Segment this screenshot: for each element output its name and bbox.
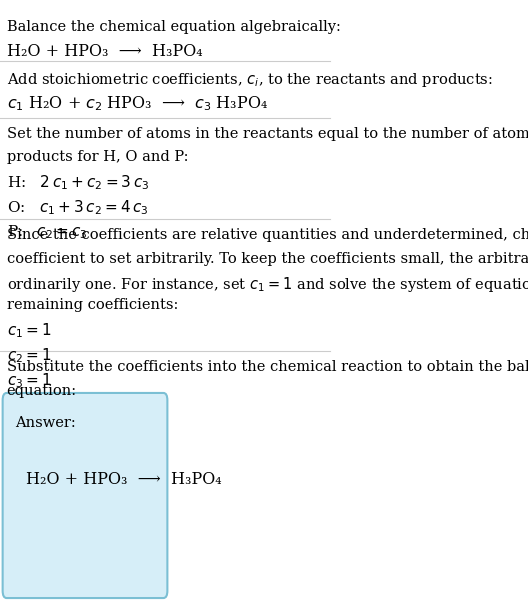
Text: Add stoichiometric coefficients, $c_i$, to the reactants and products:: Add stoichiometric coefficients, $c_i$, … (7, 71, 493, 88)
Text: Balance the chemical equation algebraically:: Balance the chemical equation algebraica… (7, 20, 341, 34)
Text: remaining coefficients:: remaining coefficients: (7, 298, 178, 313)
Text: products for H, O and P:: products for H, O and P: (7, 150, 188, 165)
Text: $c_1 = 1$: $c_1 = 1$ (7, 322, 51, 340)
Text: O:   $c_1 + 3\,c_2 = 4\,c_3$: O: $c_1 + 3\,c_2 = 4\,c_3$ (7, 198, 148, 217)
Text: $c_1$ H₂O + $c_2$ HPO₃  ⟶  $c_3$ H₃PO₄: $c_1$ H₂O + $c_2$ HPO₃ ⟶ $c_3$ H₃PO₄ (7, 94, 268, 112)
Text: Answer:: Answer: (15, 416, 76, 430)
Text: H₂O + HPO₃  ⟶  H₃PO₄: H₂O + HPO₃ ⟶ H₃PO₄ (7, 43, 202, 60)
Text: equation:: equation: (7, 384, 77, 398)
FancyBboxPatch shape (3, 393, 167, 598)
Text: coefficient to set arbitrarily. To keep the coefficients small, the arbitrary va: coefficient to set arbitrarily. To keep … (7, 252, 528, 266)
Text: Since the coefficients are relative quantities and underdetermined, choose a: Since the coefficients are relative quan… (7, 228, 528, 243)
Text: $c_2 = 1$: $c_2 = 1$ (7, 346, 51, 365)
Text: P:   $c_2 = c_3$: P: $c_2 = c_3$ (7, 223, 87, 241)
Text: Substitute the coefficients into the chemical reaction to obtain the balanced: Substitute the coefficients into the che… (7, 360, 528, 375)
Text: $c_3 = 1$: $c_3 = 1$ (7, 371, 51, 389)
Text: H₂O + HPO₃  ⟶  H₃PO₄: H₂O + HPO₃ ⟶ H₃PO₄ (26, 471, 222, 488)
Text: Set the number of atoms in the reactants equal to the number of atoms in the: Set the number of atoms in the reactants… (7, 127, 528, 141)
Text: ordinarily one. For instance, set $c_1 = 1$ and solve the system of equations fo: ordinarily one. For instance, set $c_1 =… (7, 275, 528, 294)
Text: H:   $2\,c_1 + c_2 = 3\,c_3$: H: $2\,c_1 + c_2 = 3\,c_3$ (7, 174, 149, 192)
